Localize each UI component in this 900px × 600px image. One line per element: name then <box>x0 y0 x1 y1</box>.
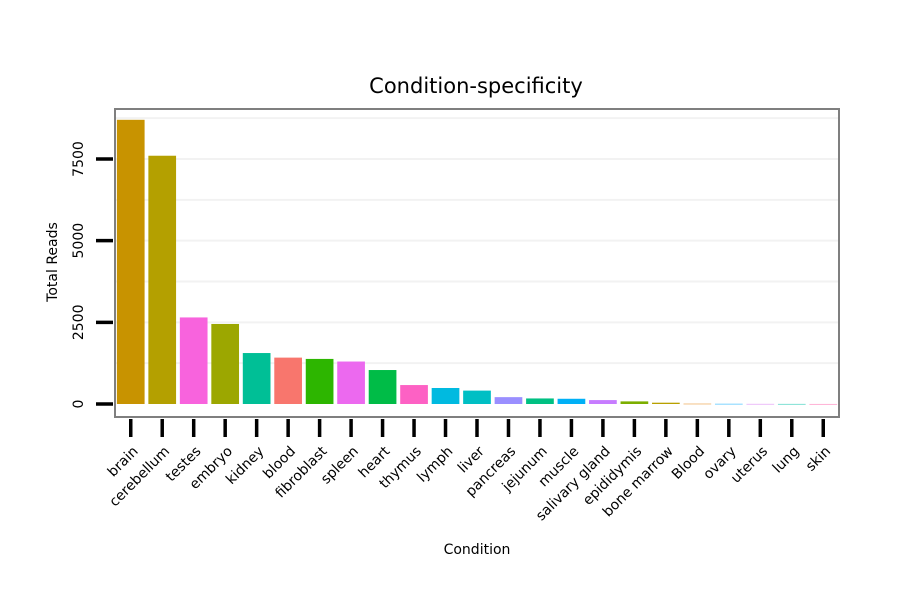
bar-heart <box>369 370 397 404</box>
x-tick-label: lymph <box>414 444 456 486</box>
y-tick-label: 2500 <box>71 305 87 341</box>
bar-lymph <box>432 388 460 404</box>
x-axis: braincerebellumtestesembryokidneybloodfi… <box>105 419 834 524</box>
y-tick-label: 0 <box>71 400 87 409</box>
bar-brain <box>117 120 145 404</box>
y-tick-label: 5000 <box>71 223 87 259</box>
chart-title: Condition-specificity <box>369 74 583 98</box>
bar-pancreas <box>495 397 523 404</box>
bar-muscle <box>558 399 586 404</box>
bar-uterus <box>746 404 774 405</box>
y-tick-label: 7500 <box>71 141 87 177</box>
y-axis: 0 2500 5000 7500 <box>71 141 113 408</box>
bar-fibroblast <box>306 359 334 404</box>
bar-spleen <box>337 362 365 404</box>
bar-thymus <box>400 385 428 404</box>
x-tick-label: lung <box>770 444 803 477</box>
bar-embryo <box>211 324 239 404</box>
bar-testes <box>180 317 208 404</box>
bar-jejunum <box>526 398 554 404</box>
bar-blood <box>274 358 302 404</box>
x-axis-label: Condition <box>444 542 511 558</box>
bar-bone-marrow <box>652 403 680 404</box>
bar-salivary-gland <box>589 400 617 404</box>
bar-kidney <box>243 353 271 404</box>
bar-skin <box>809 404 837 405</box>
bar-chart: Condition-specificity 0 2500 5000 7500 brai… <box>0 0 900 600</box>
bars <box>117 120 837 405</box>
bar-liver <box>463 391 491 404</box>
bar-ovary <box>715 404 743 405</box>
y-axis-label: Total Reads <box>45 222 61 303</box>
x-tick-label: skin <box>803 444 834 475</box>
bar-epididymis <box>621 401 649 404</box>
bar-cerebellum <box>148 156 176 404</box>
x-tick-label: Blood <box>669 444 708 483</box>
bar-blood <box>683 404 711 405</box>
bar-lung <box>778 404 806 405</box>
